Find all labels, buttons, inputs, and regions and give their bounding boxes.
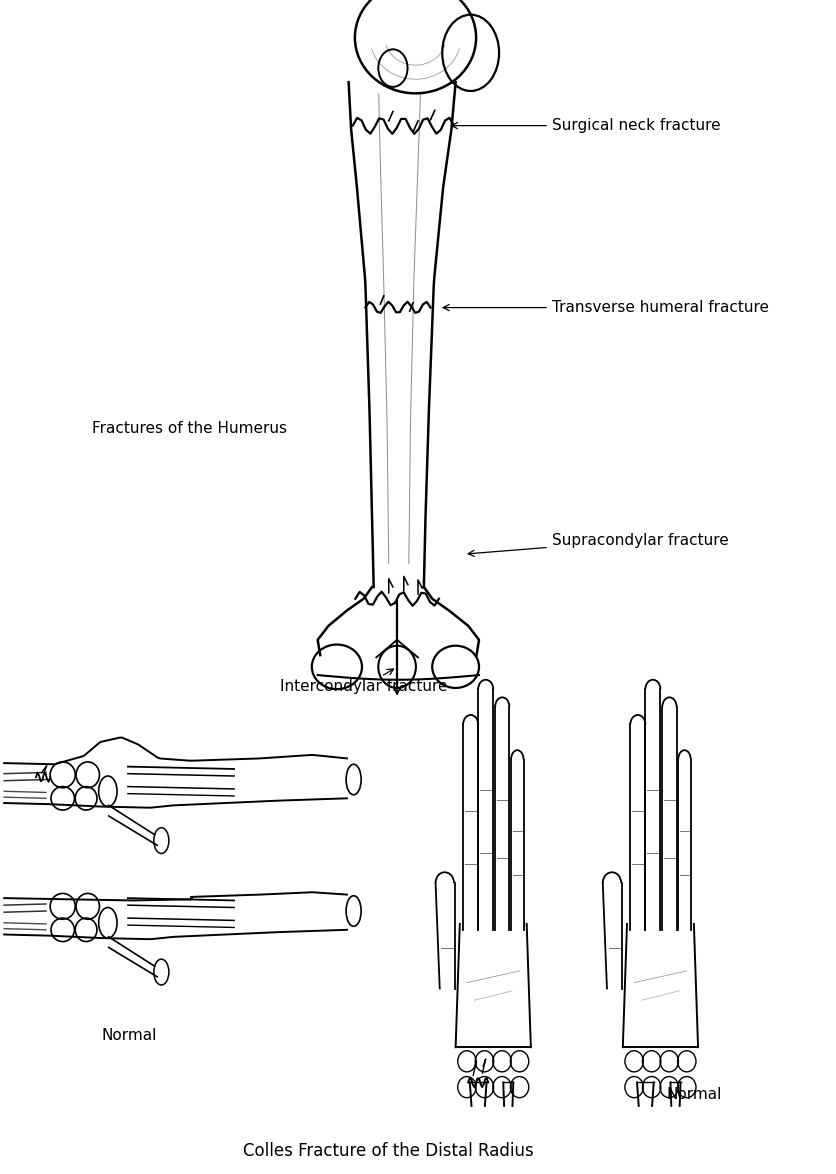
Text: Transverse humeral fracture: Transverse humeral fracture xyxy=(443,301,769,315)
Text: Colles Fracture of the Distal Radius: Colles Fracture of the Distal Radius xyxy=(243,1141,534,1160)
Text: Normal: Normal xyxy=(102,1028,157,1043)
Text: Normal: Normal xyxy=(666,1087,721,1101)
Text: Supracondylar fracture: Supracondylar fracture xyxy=(468,533,728,556)
Text: Fractures of the Humerus: Fractures of the Humerus xyxy=(92,421,287,436)
Text: Intercondylar fracture: Intercondylar fracture xyxy=(280,669,447,694)
Text: Surgical neck fracture: Surgical neck fracture xyxy=(451,119,721,133)
